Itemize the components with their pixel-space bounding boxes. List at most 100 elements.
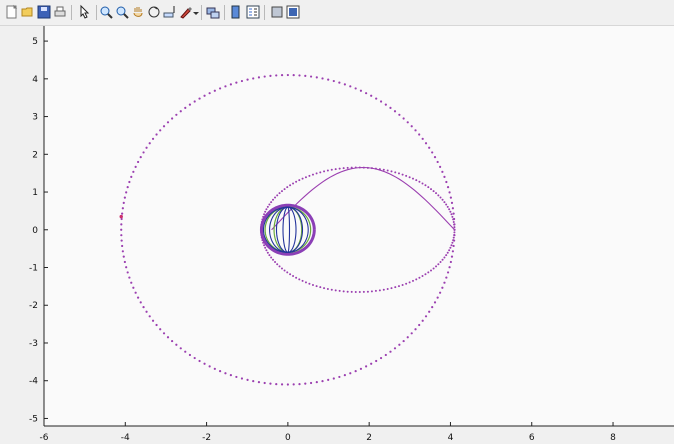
y-tick-label: 1: [32, 188, 38, 198]
inner-orbit-point: [408, 176, 411, 179]
outer-orbit-point: [298, 383, 301, 386]
link-plot-icon[interactable]: [205, 4, 221, 20]
inner-orbit-point: [397, 172, 400, 175]
blue-meridian-line: [269, 206, 288, 253]
outer-orbit-point: [446, 186, 450, 189]
outer-orbit-point: [240, 79, 244, 83]
outer-orbit-point: [441, 170, 444, 173]
outer-orbit-point: [398, 343, 401, 346]
blue-meridian-line: [262, 206, 288, 253]
y-tick-label: -1: [29, 264, 38, 274]
outer-orbit-point: [208, 92, 211, 95]
inner-orbit-point: [266, 251, 269, 254]
inner-orbit-point: [451, 215, 454, 218]
x-tick-label: 2: [366, 433, 372, 443]
inner-orbit-point: [350, 290, 353, 293]
new-figure-icon[interactable]: [4, 4, 20, 20]
outer-orbit-point: [379, 100, 383, 103]
outer-orbit-point: [126, 186, 129, 189]
inner-orbit-point: [449, 210, 452, 213]
outer-orbit-point: [162, 332, 166, 335]
save-icon[interactable]: [36, 4, 52, 20]
outer-orbit-point: [402, 117, 405, 120]
zoom-out-icon[interactable]: [114, 4, 130, 20]
brush-icon[interactable]: [178, 4, 194, 20]
inner-orbit-point: [401, 173, 404, 176]
colorbar-icon[interactable]: [229, 4, 245, 20]
outer-orbit-point: [252, 77, 255, 80]
inner-orbit-point: [298, 179, 301, 182]
inner-orbit-point: [405, 174, 408, 177]
outer-orbit-point: [130, 175, 133, 178]
select-arrow-icon[interactable]: [77, 4, 93, 20]
inner-orbit-point: [430, 188, 433, 191]
outer-orbit-point: [198, 97, 201, 100]
inner-orbit-point: [382, 168, 385, 171]
outer-orbit-point: [184, 106, 187, 109]
outer-orbit-point: [184, 350, 187, 353]
outer-orbit-point: [445, 180, 448, 184]
outer-orbit-point: [410, 125, 413, 128]
show-plot-tools-icon[interactable]: [285, 4, 301, 20]
inner-orbit-point: [268, 254, 271, 257]
inner-orbit-point: [443, 256, 446, 259]
inner-orbit-point: [450, 244, 453, 247]
outer-orbit-point: [148, 315, 151, 318]
outer-orbit-point: [132, 170, 135, 173]
outer-orbit-point: [315, 381, 318, 384]
rotate-3d-icon[interactable]: [146, 4, 162, 20]
y-tick-label: -4: [29, 377, 38, 387]
blue-meridian-line: [287, 206, 304, 253]
inner-orbit-point: [382, 288, 385, 291]
outer-orbit-point: [198, 359, 201, 363]
toolbar-separator: [96, 5, 97, 20]
outer-orbit-point: [304, 74, 307, 78]
inner-orbit-point: [280, 190, 283, 193]
outer-orbit-point: [213, 89, 216, 92]
outer-orbit-point: [424, 315, 428, 318]
outer-orbit-point: [418, 323, 421, 327]
inner-orbit-point: [445, 254, 448, 257]
inner-orbit-point: [323, 287, 326, 290]
inner-orbit-point: [295, 276, 298, 279]
outer-orbit-point: [375, 97, 378, 100]
inner-orbit-point: [370, 290, 373, 293]
inner-orbit-point: [452, 236, 455, 239]
pan-hand-icon[interactable]: [130, 4, 146, 20]
outer-orbit-point: [123, 196, 126, 199]
inner-orbit-point: [295, 180, 298, 183]
outer-orbit-point: [213, 367, 216, 370]
outer-orbit-point: [123, 260, 126, 264]
legend-icon[interactable]: [245, 4, 261, 20]
open-file-icon[interactable]: [20, 4, 36, 20]
outer-orbit-point: [280, 74, 284, 77]
plot-canvas[interactable]: -6 -4 -2 0 2 4 6 8 5 4 3 2 1 0 -1 -2 -3 -4 -5: [0, 26, 674, 444]
inner-orbit-point: [452, 218, 455, 221]
outer-orbit-point: [122, 255, 125, 258]
inner-orbit-point: [274, 261, 277, 264]
inner-orbit-point: [448, 208, 451, 211]
hide-plot-tools-icon[interactable]: [269, 4, 285, 20]
outer-orbit-point: [375, 359, 378, 363]
outer-orbit-point: [393, 347, 397, 350]
outer-orbit-point: [224, 85, 227, 88]
inner-orbit-point: [437, 194, 440, 197]
outer-orbit-point: [120, 217, 123, 221]
outer-orbit-point: [451, 250, 454, 253]
inner-orbit-point: [418, 276, 421, 279]
data-cursor-icon[interactable]: [162, 4, 178, 20]
plot-group: [119, 73, 456, 386]
inner-orbit-point: [278, 265, 281, 268]
inner-orbit-point: [354, 291, 357, 294]
planet-outline: [259, 203, 316, 256]
outer-orbit-point: [155, 133, 158, 136]
brush-dropdown-icon[interactable]: [192, 4, 200, 20]
outer-orbit-point: [398, 113, 401, 116]
toolbar-separator: [224, 5, 225, 20]
zoom-in-icon[interactable]: [98, 4, 114, 20]
outer-orbit-point: [428, 310, 431, 313]
outer-orbit-point: [175, 113, 178, 116]
print-icon[interactable]: [52, 4, 68, 20]
outer-orbit-point: [450, 255, 454, 258]
inner-orbit-point: [421, 182, 424, 185]
